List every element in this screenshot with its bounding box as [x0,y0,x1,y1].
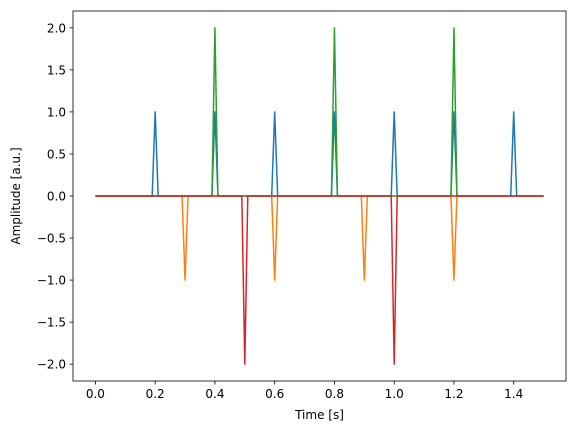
ticks: 0.0 0.2 0.4 0.6 0.8 1.0 1.2 1.4 −2.0 −1.5 −1.0 −0.5… [37,21,523,401]
y-axis-label: Amplitude [a.u.] [9,147,23,244]
y-tick-label: −0.5 [37,232,66,246]
y-tick-label: −2.0 [37,358,66,372]
x-tick-label: 0.4 [205,387,224,401]
y-tick-label: −1.0 [37,274,66,288]
y-tick-label: 0.0 [47,190,66,204]
series-line-2 [95,195,544,281]
x-tick-label: 0.8 [325,387,344,401]
series-line-4 [95,195,544,365]
series-line-3 [95,27,544,197]
x-tick-label: 1.0 [385,387,404,401]
x-tick-label: 0.6 [265,387,284,401]
x-tick-label: 1.4 [504,387,523,401]
x-tick-label: 1.2 [444,387,463,401]
series-line-1 [95,111,544,197]
x-tick-label: 0.0 [86,387,105,401]
y-tick-label: −1.5 [37,316,66,330]
y-tick-label: 1.5 [47,63,66,77]
x-axis-label: Time [s] [294,408,344,422]
plot-area [95,27,544,365]
y-tick-label: 1.0 [47,105,66,119]
y-tick-label: 0.5 [47,147,66,161]
y-tick-label: 2.0 [47,21,66,35]
x-tick-label: 0.2 [146,387,165,401]
